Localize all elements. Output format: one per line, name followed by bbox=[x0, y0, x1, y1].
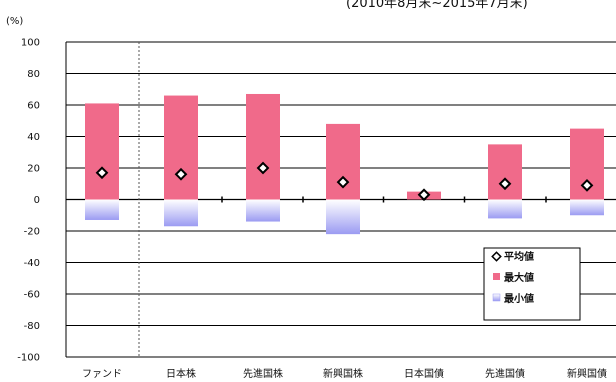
avg-marker bbox=[256, 161, 270, 175]
bar-max bbox=[164, 95, 198, 200]
legend-label-min: 最小値 bbox=[504, 292, 534, 305]
legend-label-avg: 平均値 bbox=[504, 250, 534, 263]
legend-label-max: 最大値 bbox=[504, 271, 534, 284]
unit-label: (%) bbox=[6, 16, 23, 27]
x-tick-label: 先進国株 bbox=[243, 367, 283, 380]
bar-max bbox=[488, 144, 522, 200]
avg-marker bbox=[417, 188, 431, 202]
bar-min bbox=[570, 199, 604, 216]
bar-min bbox=[246, 199, 280, 222]
avg-marker bbox=[498, 177, 512, 191]
period-note: (2010年8月末~2015年7月末) bbox=[346, 0, 528, 11]
x-tick-label: 日本国債 bbox=[404, 367, 444, 380]
avg-marker bbox=[174, 167, 188, 181]
legend: 平均値 最大値 最小値 bbox=[483, 247, 581, 321]
bar-max bbox=[246, 93, 280, 200]
x-tick-label: 新興国株 bbox=[323, 367, 363, 380]
avg-marker bbox=[580, 178, 594, 192]
y-tick-label: 20 bbox=[27, 164, 40, 175]
y-axis: 100 80 60 40 20 0 -20 -40 -60 -80 -100 bbox=[17, 38, 40, 364]
legend-min-swatch bbox=[492, 293, 501, 302]
y-tick-label: -40 bbox=[24, 258, 40, 269]
y-tick-label: 0 bbox=[34, 195, 40, 206]
x-tick-label: ファンド bbox=[82, 369, 122, 380]
y-tick-label: 80 bbox=[27, 69, 40, 80]
bar-min bbox=[85, 199, 119, 220]
y-tick-label: 40 bbox=[27, 132, 40, 143]
bar-min bbox=[488, 199, 522, 219]
y-tick-label: 60 bbox=[27, 101, 40, 112]
y-tick-label: -100 bbox=[17, 353, 40, 364]
legend-box bbox=[483, 247, 581, 321]
bars bbox=[85, 93, 604, 235]
x-tick-label: 先進国債 bbox=[485, 367, 525, 380]
x-tick-label: 日本株 bbox=[166, 367, 196, 380]
avg-marker bbox=[336, 175, 350, 189]
y-tick-label: -80 bbox=[24, 321, 40, 332]
bar-min bbox=[326, 199, 360, 235]
y-tick-label: 100 bbox=[21, 38, 40, 49]
y-tick-label: -20 bbox=[24, 227, 40, 238]
legend-avg-marker bbox=[491, 251, 502, 262]
bar-max bbox=[85, 103, 119, 200]
legend-max-swatch bbox=[493, 273, 500, 280]
x-tick-label: 新興国債 bbox=[567, 367, 607, 380]
bar-min bbox=[164, 199, 198, 227]
x-axis: ファンド 日本株 先進国株 新興国株 日本国債 先進国債 新興国債 bbox=[82, 367, 607, 380]
y-tick-label: -60 bbox=[24, 290, 40, 301]
avg-marker bbox=[95, 166, 109, 180]
